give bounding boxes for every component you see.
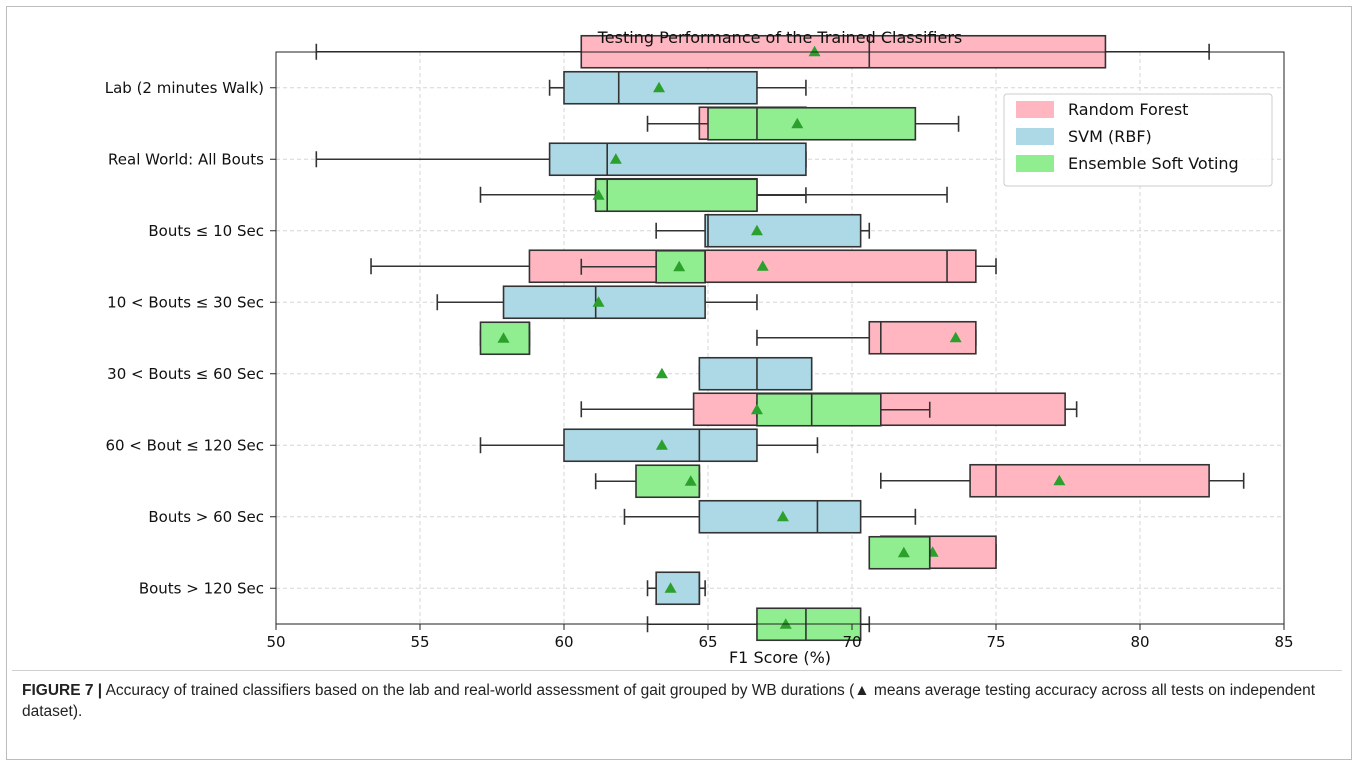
box-iqr: [655, 571, 701, 606]
x-tick-label: 60: [554, 633, 573, 651]
mean-marker: [897, 546, 910, 558]
x-tick-label: 85: [1274, 633, 1293, 651]
box-group: [756, 320, 977, 355]
box-iqr: [868, 535, 931, 570]
x-tick-label: 55: [410, 633, 429, 651]
box-iqr: [704, 213, 862, 248]
box-group: [655, 356, 813, 391]
mean-marker: [791, 117, 804, 129]
legend-label: SVM (RBF): [1068, 127, 1152, 146]
caption-text: Accuracy of trained classifiers based on…: [22, 682, 1316, 720]
box-group: [750, 392, 931, 427]
mean-marker: [592, 296, 605, 307]
box-group: [315, 142, 807, 177]
x-tick-label: 70: [842, 633, 861, 651]
legend-label: Ensemble Soft Voting: [1068, 154, 1239, 173]
mean-marker: [673, 260, 686, 272]
y-tick-label: Bouts ≤ 10 Sec: [148, 222, 264, 240]
y-tick-label: 30 < Bouts ≤ 60 Sec: [107, 365, 264, 383]
mean-marker: [756, 260, 769, 271]
y-tick-label: Lab (2 minutes Walk): [105, 79, 264, 97]
mean-marker: [653, 81, 666, 93]
mean-marker: [750, 403, 763, 415]
mean-marker: [655, 367, 668, 379]
box-iqr: [594, 178, 758, 213]
caption-divider: [12, 670, 1342, 671]
box-group: [655, 213, 871, 248]
figure-caption: FIGURE 7 | Accuracy of trained classifie…: [22, 680, 1340, 722]
y-tick-label: Bouts > 60 Sec: [148, 508, 264, 526]
box-group: [436, 285, 758, 320]
box-iqr: [548, 142, 807, 177]
legend-frame: [1003, 93, 1273, 187]
box-group: [479, 428, 819, 463]
box-group: [592, 178, 807, 213]
x-tick-label: 65: [698, 633, 717, 651]
box-group: [646, 106, 960, 141]
legend-swatch: [1016, 155, 1054, 172]
box-iqr: [707, 106, 917, 141]
mean-marker: [949, 331, 962, 343]
box-group: [868, 535, 931, 570]
box-group: [479, 321, 531, 356]
box-group: [646, 571, 706, 606]
box-iqr: [698, 356, 813, 391]
box-group: [594, 464, 701, 499]
box-group: [548, 70, 807, 105]
box-iqr: [756, 392, 882, 427]
y-tick-label: 10 < Bouts ≤ 30 Sec: [107, 293, 264, 311]
mean-marker: [750, 224, 763, 236]
x-tick-label: 50: [266, 633, 285, 651]
x-tick-label: 75: [986, 633, 1005, 651]
box-group: [580, 249, 706, 284]
mean-marker: [1053, 474, 1066, 486]
legend: Random Forest SVM (RBF) Ensemble Soft Voti…: [1003, 93, 1273, 187]
mean-marker: [655, 439, 668, 450]
legend-swatch: [1016, 128, 1054, 145]
mean-marker: [592, 189, 605, 200]
plot-area-border: [275, 51, 1285, 625]
y-tick-label: Bouts > 120 Sec: [139, 579, 264, 597]
figure-label: FIGURE 7 |: [22, 682, 103, 699]
box-iqr: [868, 320, 977, 355]
box-group: [623, 499, 917, 534]
mean-marker: [808, 45, 821, 57]
y-tick-label: 60 < Bout ≤ 120 Sec: [105, 436, 264, 454]
mean-marker: [497, 332, 510, 343]
mean-marker: [776, 510, 789, 522]
y-tick-label: Real World: All Bouts: [108, 150, 264, 168]
box-group: [879, 463, 1245, 498]
mean-marker: [609, 153, 622, 164]
mean-marker: [684, 475, 697, 486]
mean-marker: [664, 582, 677, 593]
x-tick-label: 80: [1130, 633, 1149, 651]
chart-title: Testing Performance of the Trained Class…: [597, 28, 963, 47]
x-axis-label: F1 Score (%): [729, 648, 831, 667]
box-iqr: [502, 285, 706, 320]
boxplot-chart: 50 55 60 65 70 75 80 85 Lab (2 minutes Walk) Real…: [105, 28, 1294, 667]
box-iqr: [969, 463, 1210, 498]
legend-label: Random Forest: [1068, 100, 1188, 119]
axis-ticks: 50 55 60 65 70 75 80 85 Lab (2 minutes Walk) Real…: [105, 79, 1294, 651]
legend-swatch: [1016, 101, 1054, 118]
